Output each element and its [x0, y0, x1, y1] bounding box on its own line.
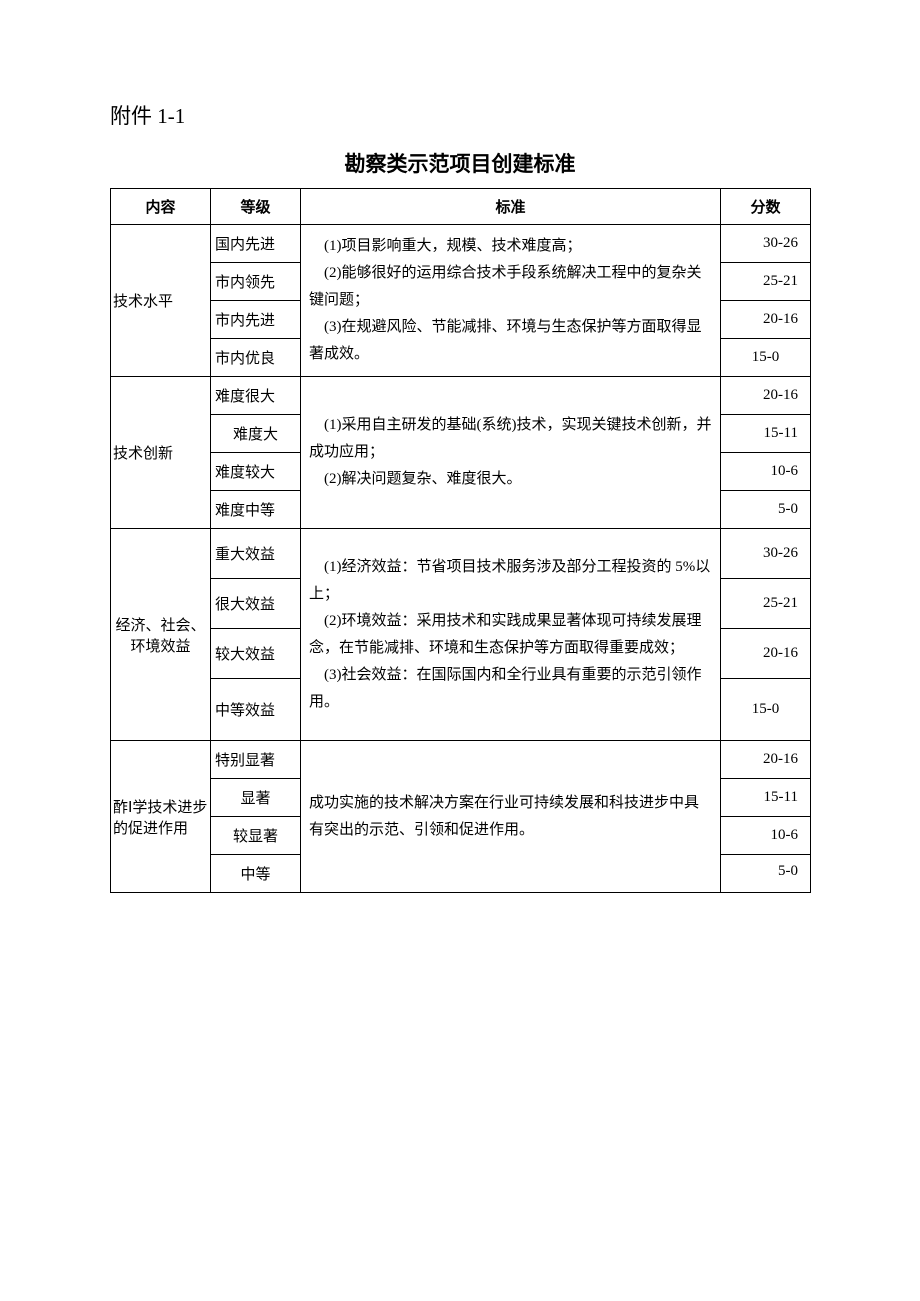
grade-cell: 中等	[211, 855, 301, 893]
score-cell: 30-26	[721, 529, 811, 579]
score-cell: 20-16	[721, 301, 811, 339]
grade-cell: 难度中等	[211, 491, 301, 529]
header-standard: 标准	[301, 189, 721, 225]
grade-cell: 很大效益	[211, 579, 301, 629]
grade-cell: 特别显著	[211, 741, 301, 779]
score-cell: 20-16	[721, 629, 811, 679]
standard-cell: (1)项目影响重大，规模、技术难度高； (2)能够很好的运用综合技术手段系统解决…	[301, 225, 721, 377]
content-cell: 酢Ⅰ学技术进步的促进作用	[111, 741, 211, 893]
grade-cell: 市内优良	[211, 339, 301, 377]
score-cell: 10-6	[721, 817, 811, 855]
table-row: 酢Ⅰ学技术进步的促进作用 特别显著 成功实施的技术解决方案在行业可持续发展和科技…	[111, 741, 811, 779]
score-cell: 20-16	[721, 377, 811, 415]
table-row: 技术水平 国内先进 (1)项目影响重大，规模、技术难度高； (2)能够很好的运用…	[111, 225, 811, 263]
grade-cell: 难度很大	[211, 377, 301, 415]
score-cell: 10-6	[721, 453, 811, 491]
header-grade: 等级	[211, 189, 301, 225]
score-cell: 15-0	[721, 679, 811, 741]
score-cell: 25-21	[721, 579, 811, 629]
standard-cell: (1)经济效益：节省项目技术服务涉及部分工程投资的 5%以上； (2)环境效益：…	[301, 529, 721, 741]
grade-cell: 重大效益	[211, 529, 301, 579]
attachment-label: 附件 1-1	[110, 100, 810, 130]
score-cell: 15-11	[721, 415, 811, 453]
grade-cell: 难度大	[211, 415, 301, 453]
grade-cell: 市内先进	[211, 301, 301, 339]
standards-table: 内容 等级 标准 分数 技术水平 国内先进 (1)项目影响重大，规模、技术难度高…	[110, 188, 811, 893]
score-cell: 25-21	[721, 263, 811, 301]
table-row: 技术创新 难度很大 (1)采用自主研发的基础(系统)技术，实现关键技术创新，并成…	[111, 377, 811, 415]
score-cell: 5-0	[721, 491, 811, 529]
standard-cell: (1)采用自主研发的基础(系统)技术，实现关键技术创新，并成功应用； (2)解决…	[301, 377, 721, 529]
table-header-row: 内容 等级 标准 分数	[111, 189, 811, 225]
grade-cell: 中等效益	[211, 679, 301, 741]
header-content: 内容	[111, 189, 211, 225]
grade-cell: 国内先进	[211, 225, 301, 263]
score-cell: 5-0	[721, 855, 811, 893]
content-cell: 技术水平	[111, 225, 211, 377]
grade-cell: 市内领先	[211, 263, 301, 301]
standard-cell: 成功实施的技术解决方案在行业可持续发展和科技进步中具有突出的示范、引领和促进作用…	[301, 741, 721, 893]
header-score: 分数	[721, 189, 811, 225]
grade-cell: 较显著	[211, 817, 301, 855]
grade-cell: 难度较大	[211, 453, 301, 491]
content-cell: 经济、社会、环境效益	[111, 529, 211, 741]
page-title: 勘察类示范项目创建标准	[110, 148, 810, 178]
score-cell: 20-16	[721, 741, 811, 779]
score-cell: 15-0	[721, 339, 811, 377]
score-cell: 15-11	[721, 779, 811, 817]
score-cell: 30-26	[721, 225, 811, 263]
grade-cell: 较大效益	[211, 629, 301, 679]
content-cell: 技术创新	[111, 377, 211, 529]
table-row: 经济、社会、环境效益 重大效益 (1)经济效益：节省项目技术服务涉及部分工程投资…	[111, 529, 811, 579]
grade-cell: 显著	[211, 779, 301, 817]
